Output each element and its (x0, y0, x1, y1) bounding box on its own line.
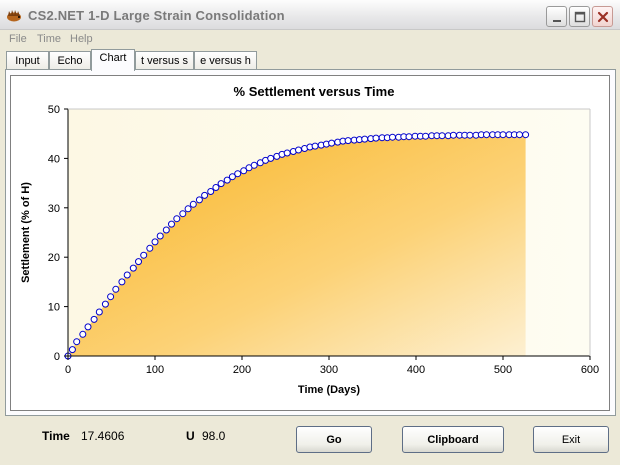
menu-help[interactable]: Help (70, 33, 93, 45)
data-point (173, 215, 181, 223)
y-tick-label: 50 (48, 104, 60, 116)
settlement-area-fill (68, 134, 526, 356)
data-point (162, 226, 170, 234)
close-icon (597, 11, 609, 23)
data-point (90, 315, 98, 323)
hedgehog-app-icon (7, 10, 21, 22)
menu-file[interactable]: File (9, 33, 27, 45)
data-point (438, 132, 446, 140)
y-tick-label: 20 (48, 252, 60, 264)
x-tick-label: 600 (581, 364, 599, 376)
data-point (466, 131, 474, 139)
data-point (389, 133, 396, 141)
data-point (184, 205, 192, 213)
tab-chart[interactable]: Chart (91, 49, 135, 71)
data-point (68, 346, 76, 354)
data-point (522, 131, 530, 139)
data-point (240, 167, 248, 175)
u-value: 98.0 (202, 429, 226, 443)
data-point (146, 244, 154, 252)
y-axis-label: Settlement (% of H) (20, 182, 32, 283)
data-point (151, 238, 159, 246)
settlement-chart: % Settlement versus Time 0 100 200 300 400 50… (20, 84, 599, 396)
data-point (118, 278, 126, 286)
time-value: 17.4606 (81, 429, 125, 443)
time-label: Time (42, 429, 70, 443)
x-tick-label: 200 (233, 364, 251, 376)
x-tick-label: 100 (146, 364, 164, 376)
data-point (112, 285, 120, 293)
y-tick-label: 30 (48, 203, 60, 215)
data-point (107, 293, 115, 301)
x-tick-label: 500 (494, 364, 512, 376)
data-point (73, 338, 81, 346)
data-point (135, 258, 142, 266)
data-point (179, 210, 187, 218)
maximize-button[interactable] (569, 6, 590, 27)
data-point (449, 131, 457, 139)
maximize-icon (574, 11, 586, 23)
data-point (311, 142, 319, 150)
data-point (372, 134, 380, 142)
data-point (101, 300, 109, 308)
u-label: U (186, 429, 195, 443)
tab-e-versus-h[interactable]: e versus h (194, 51, 257, 70)
minimize-icon (553, 20, 561, 22)
data-point (405, 133, 413, 141)
data-point (201, 191, 209, 199)
data-point (250, 161, 258, 169)
go-button[interactable]: Go (296, 426, 372, 453)
data-point (189, 200, 197, 208)
data-point (328, 139, 336, 147)
x-tick-label: 300 (320, 364, 338, 376)
data-point (516, 131, 523, 139)
data-point (234, 170, 242, 178)
data-point (499, 131, 507, 139)
y-tick-label: 0 (54, 351, 60, 363)
data-point (84, 323, 92, 331)
x-tick-label: 0 (65, 364, 71, 376)
close-button[interactable] (592, 6, 613, 27)
exit-button[interactable]: Exit (533, 426, 609, 453)
x-tick-label: 400 (407, 364, 425, 376)
chart-area: % Settlement versus Time 0 100 200 300 400 50… (10, 75, 610, 411)
clipboard-button[interactable]: Clipboard (402, 426, 504, 453)
data-point (168, 220, 175, 228)
chart-title: % Settlement versus Time (234, 84, 395, 99)
y-tick-label: 10 (48, 302, 60, 314)
data-point (361, 135, 369, 143)
data-point (223, 176, 231, 184)
data-point (483, 131, 490, 139)
menu-time[interactable]: Time (37, 33, 62, 45)
data-point (195, 196, 203, 204)
data-point (156, 232, 164, 240)
window-title: CS2.NET 1-D Large Strain Consolidation (28, 8, 285, 23)
data-point (422, 132, 430, 140)
y-tick-label: 40 (48, 153, 60, 165)
data-point (140, 251, 148, 259)
data-point (283, 149, 291, 157)
minimize-button[interactable] (546, 6, 567, 27)
menu-bar: File Time Help (0, 31, 620, 48)
data-point (79, 330, 87, 338)
tab-input[interactable]: Input (6, 51, 49, 70)
title-bar: CS2.NET 1-D Large Strain Consolidation (0, 0, 620, 30)
tab-t-versus-s[interactable]: t versus s (135, 51, 194, 70)
data-point (267, 154, 275, 162)
data-point (212, 184, 220, 191)
data-point (123, 271, 131, 279)
data-point (344, 137, 352, 145)
data-point (228, 173, 236, 181)
data-point (129, 264, 137, 272)
tab-strip: Input Echo Chart t versus s e versus h (0, 49, 620, 71)
data-point (217, 180, 225, 188)
data-point (207, 188, 215, 195)
x-axis-label: Time (Days) (298, 384, 360, 396)
data-point (95, 308, 103, 316)
tab-echo[interactable]: Echo (49, 51, 91, 70)
data-point (295, 146, 302, 154)
